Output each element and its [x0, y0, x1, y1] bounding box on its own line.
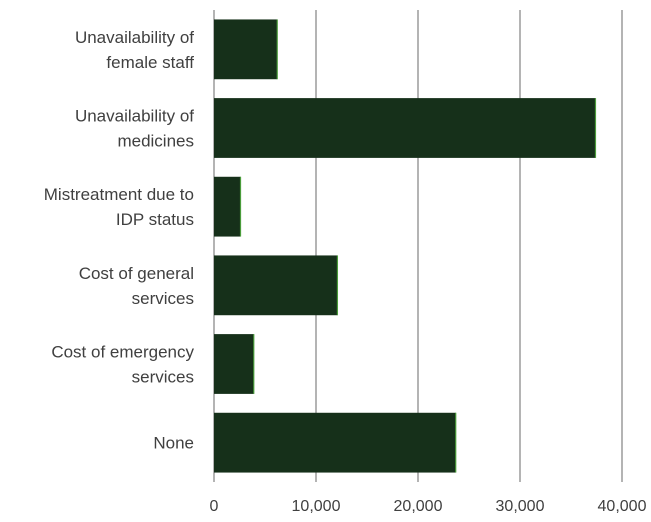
x-tick-label: 10,000	[292, 498, 341, 515]
bar	[214, 255, 338, 316]
category-label: Unavailability of medicines	[75, 107, 194, 151]
x-tick-label: 30,000	[496, 498, 545, 515]
bar	[214, 334, 254, 394]
gridlines	[213, 10, 623, 482]
bar	[214, 176, 241, 237]
category-label: Mistreatment due to IDP status	[44, 185, 194, 229]
category-label: None	[153, 434, 194, 453]
x-tick-label: 0	[210, 498, 219, 515]
x-axis-tick-labels: 0 10,000 20,000 30,000 40,000	[210, 498, 647, 515]
bars	[214, 19, 597, 473]
category-label: Cost of emergency services	[51, 343, 194, 387]
bar	[214, 98, 596, 158]
category-label: Cost of general services	[79, 264, 194, 308]
bar	[214, 19, 278, 80]
category-labels: Unavailability of female staff Unavailabil…	[44, 28, 195, 453]
x-tick-label: 40,000	[598, 498, 647, 515]
category-label: Unavailability of female staff	[75, 28, 194, 72]
bar	[214, 412, 456, 473]
x-tick-label: 20,000	[394, 498, 443, 515]
